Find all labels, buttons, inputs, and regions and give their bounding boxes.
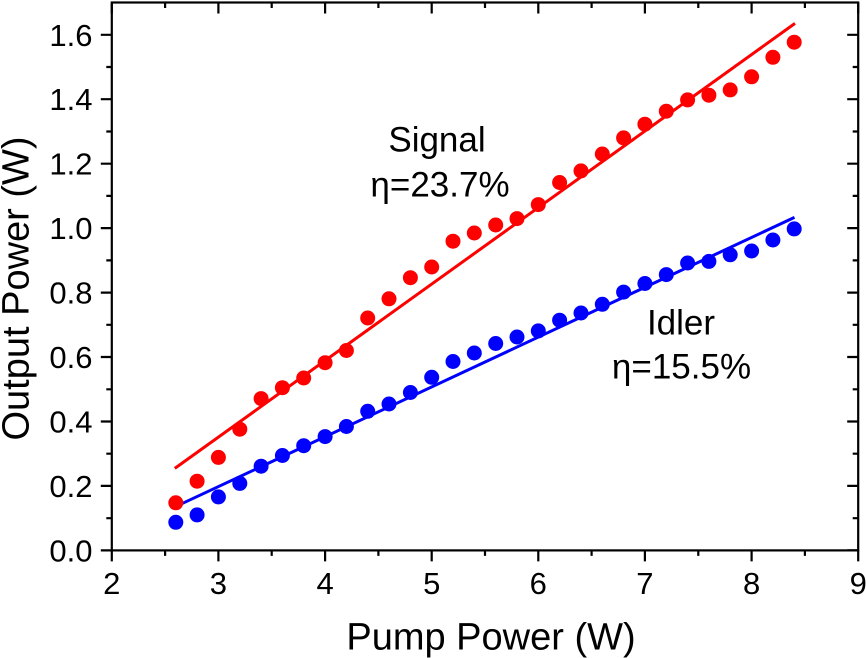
svg-text:0.2: 0.2	[49, 469, 92, 504]
svg-text:7: 7	[636, 566, 653, 601]
svg-text:0.0: 0.0	[49, 533, 92, 568]
svg-text:1.0: 1.0	[49, 211, 92, 246]
svg-text:1.4: 1.4	[49, 82, 92, 117]
svg-text:2: 2	[103, 566, 120, 601]
svg-text:0.8: 0.8	[49, 276, 92, 311]
svg-text:η=15.5%: η=15.5%	[612, 347, 751, 386]
svg-text:6: 6	[530, 566, 547, 601]
svg-text:1.6: 1.6	[49, 18, 92, 53]
svg-text:η=23.7%: η=23.7%	[370, 166, 509, 205]
svg-text:3: 3	[210, 566, 227, 601]
svg-text:Idler: Idler	[647, 303, 715, 342]
svg-text:5: 5	[423, 566, 440, 601]
svg-text:0.4: 0.4	[49, 405, 92, 440]
svg-text:1.2: 1.2	[49, 147, 92, 182]
svg-text:9: 9	[850, 566, 866, 601]
svg-text:8: 8	[743, 566, 760, 601]
svg-text:Output Power (W): Output Power (W)	[0, 136, 38, 440]
svg-text:4: 4	[316, 566, 333, 601]
svg-text:Pump Power (W): Pump Power (W)	[346, 617, 635, 658]
svg-text:0.6: 0.6	[49, 340, 92, 375]
svg-text:Signal: Signal	[388, 121, 485, 160]
